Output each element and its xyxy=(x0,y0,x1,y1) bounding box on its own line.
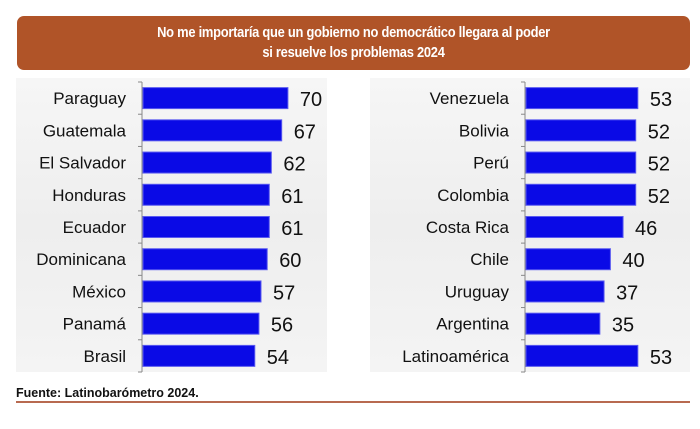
data-label: 40 xyxy=(622,250,644,272)
data-label: 53 xyxy=(650,347,672,369)
bar xyxy=(525,216,624,238)
category-label: Brasil xyxy=(83,347,126,366)
category-label: Panamá xyxy=(63,315,127,334)
chart-title-line-1: No me importaría que un gobierno no demo… xyxy=(157,24,550,41)
data-label: 60 xyxy=(279,250,301,272)
category-label: Ecuador xyxy=(63,218,127,237)
bar xyxy=(142,312,260,335)
category-label: Latinoamérica xyxy=(402,347,509,366)
data-label: 61 xyxy=(281,218,303,240)
data-label: 61 xyxy=(281,186,303,208)
bar xyxy=(525,312,601,335)
category-label: Perú xyxy=(473,154,509,173)
category-label: Honduras xyxy=(52,186,126,205)
data-label: 70 xyxy=(300,89,322,111)
bar xyxy=(142,183,270,206)
bar xyxy=(525,248,611,271)
data-label: 57 xyxy=(273,282,295,304)
bar xyxy=(142,280,262,303)
left-bar-chart: Paraguay 70 Guatemala 67 El Salvador 62 Hondur… xyxy=(36,81,322,373)
data-label: 53 xyxy=(650,89,672,111)
category-label: Dominicana xyxy=(36,250,126,269)
bar xyxy=(142,344,256,367)
data-label: 52 xyxy=(648,186,670,208)
data-label: 46 xyxy=(635,218,657,240)
chart-title-line-2: si resuelve los problemas 2024 xyxy=(262,44,445,61)
data-label: 52 xyxy=(648,154,670,176)
bar xyxy=(525,87,639,110)
category-label: El Salvador xyxy=(39,154,126,173)
bar xyxy=(142,216,270,238)
category-label: Colombia xyxy=(437,186,509,205)
data-label: 67 xyxy=(294,121,316,143)
data-label: 56 xyxy=(271,315,293,337)
bar xyxy=(525,280,605,303)
category-label: Costa Rica xyxy=(426,218,510,237)
bar xyxy=(525,183,637,206)
footer-rule xyxy=(16,401,690,403)
bar xyxy=(525,344,639,367)
bar xyxy=(525,119,637,142)
data-label: 37 xyxy=(616,282,638,304)
category-label: Paraguay xyxy=(53,89,126,108)
category-label: Bolivia xyxy=(459,121,510,140)
bar xyxy=(142,119,283,142)
category-label: Argentina xyxy=(436,315,509,334)
data-label: 62 xyxy=(283,154,305,176)
bar xyxy=(142,87,289,110)
category-label: Uruguay xyxy=(445,282,510,301)
data-label: 52 xyxy=(648,121,670,143)
category-label: Chile xyxy=(470,250,509,269)
category-label: Venezuela xyxy=(430,89,510,108)
bar xyxy=(525,151,637,174)
data-label: 35 xyxy=(612,315,634,337)
bar xyxy=(142,151,272,174)
data-label: 54 xyxy=(267,347,289,369)
right-bar-chart: Venezuela 53 Bolivia 52 Perú 52 Colombia 52 Cost… xyxy=(402,81,672,373)
category-label: Guatemala xyxy=(43,121,127,140)
chart-title-banner: No me importaría que un gobierno no demo… xyxy=(17,16,690,70)
source-note: Fuente: Latinobarómetro 2024. xyxy=(16,386,199,400)
category-label: México xyxy=(72,282,126,301)
bar xyxy=(142,248,268,271)
